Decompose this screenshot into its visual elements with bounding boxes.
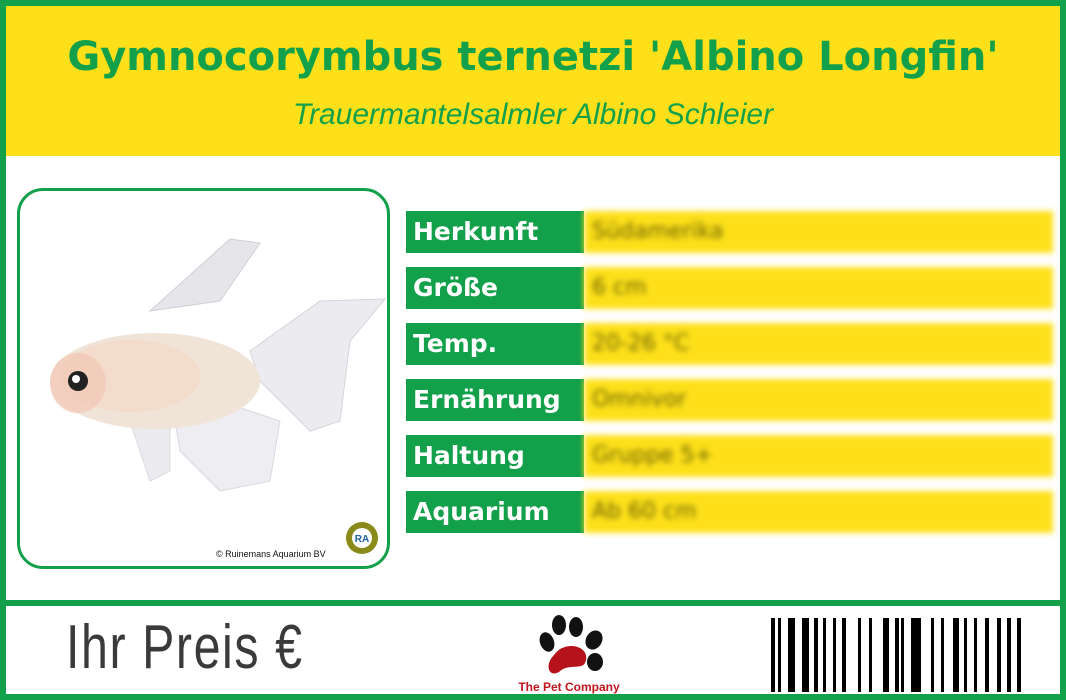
info-row-haltung: Haltung Gruppe 5+ bbox=[406, 435, 1053, 477]
barcode-bar bbox=[858, 618, 861, 692]
row-value: Gruppe 5+ bbox=[584, 435, 1053, 477]
brand-name: The Pet Company bbox=[518, 680, 620, 694]
info-row-ernaehrung: Ernährung Omnivor bbox=[406, 379, 1053, 421]
header: Gymnocorymbus ternetzi 'Albino Longfin' … bbox=[6, 6, 1060, 156]
info-row-groesse: Größe 6 cm bbox=[406, 267, 1053, 309]
barcode-bar bbox=[985, 618, 989, 692]
row-label: Ernährung bbox=[406, 379, 584, 421]
row-label: Größe bbox=[406, 267, 584, 309]
row-label: Temp. bbox=[406, 323, 584, 365]
barcode-bar bbox=[814, 618, 818, 692]
row-value: Ab 60 cm bbox=[584, 491, 1053, 533]
barcode-bar bbox=[883, 618, 889, 692]
photo-copyright: © Ruinemans Aquarium BV bbox=[216, 549, 326, 559]
info-row-temp: Temp. 20-26 °C bbox=[406, 323, 1053, 365]
svg-text:RA: RA bbox=[355, 534, 369, 545]
barcode-bar bbox=[802, 618, 809, 692]
info-row-herkunft: Herkunft Südamerika bbox=[406, 211, 1053, 253]
barcode-bar bbox=[964, 618, 967, 692]
barcode-bar bbox=[911, 618, 921, 692]
row-value: 20-26 °C bbox=[584, 323, 1053, 365]
barcode-bar bbox=[1017, 618, 1021, 692]
row-value: Omnivor bbox=[584, 379, 1053, 421]
barcode-bar bbox=[941, 618, 944, 692]
info-row-aquarium: Aquarium Ab 60 cm bbox=[406, 491, 1053, 533]
barcode-bar bbox=[833, 618, 836, 692]
barcode-bar bbox=[974, 618, 977, 692]
price-label: Ihr Preis € bbox=[66, 613, 304, 682]
pet-company-logo: The Pet Company bbox=[514, 610, 624, 696]
footer-divider bbox=[6, 600, 1060, 606]
barcode-bar bbox=[771, 618, 775, 692]
fish-image bbox=[50, 238, 387, 492]
row-value: 6 cm bbox=[584, 267, 1053, 309]
ruinemans-logo: RA bbox=[346, 522, 378, 554]
barcode-bar bbox=[953, 618, 959, 692]
barcode-bar bbox=[901, 618, 904, 692]
barcode-bar bbox=[823, 618, 826, 692]
barcode-bar bbox=[788, 618, 795, 692]
row-label: Haltung bbox=[406, 435, 584, 477]
row-value: Südamerika bbox=[584, 211, 1053, 253]
common-name: Trauermantelsalmler Albino Schleier bbox=[292, 98, 774, 131]
fish-photo: RA © Ruinemans Aquarium BV bbox=[17, 188, 390, 569]
barcode-bar bbox=[842, 618, 846, 692]
barcode-bar bbox=[1007, 618, 1011, 692]
row-label: Herkunft bbox=[406, 211, 584, 253]
row-label: Aquarium bbox=[406, 491, 584, 533]
barcode bbox=[771, 618, 1021, 692]
barcode-bar bbox=[778, 618, 781, 692]
barcode-bar bbox=[997, 618, 1001, 692]
barcode-bar bbox=[869, 618, 872, 692]
barcode-bar bbox=[931, 618, 934, 692]
species-title: Gymnocorymbus ternetzi 'Albino Longfin' bbox=[67, 34, 999, 80]
paw-icon bbox=[539, 615, 603, 674]
barcode-bar bbox=[895, 618, 899, 692]
